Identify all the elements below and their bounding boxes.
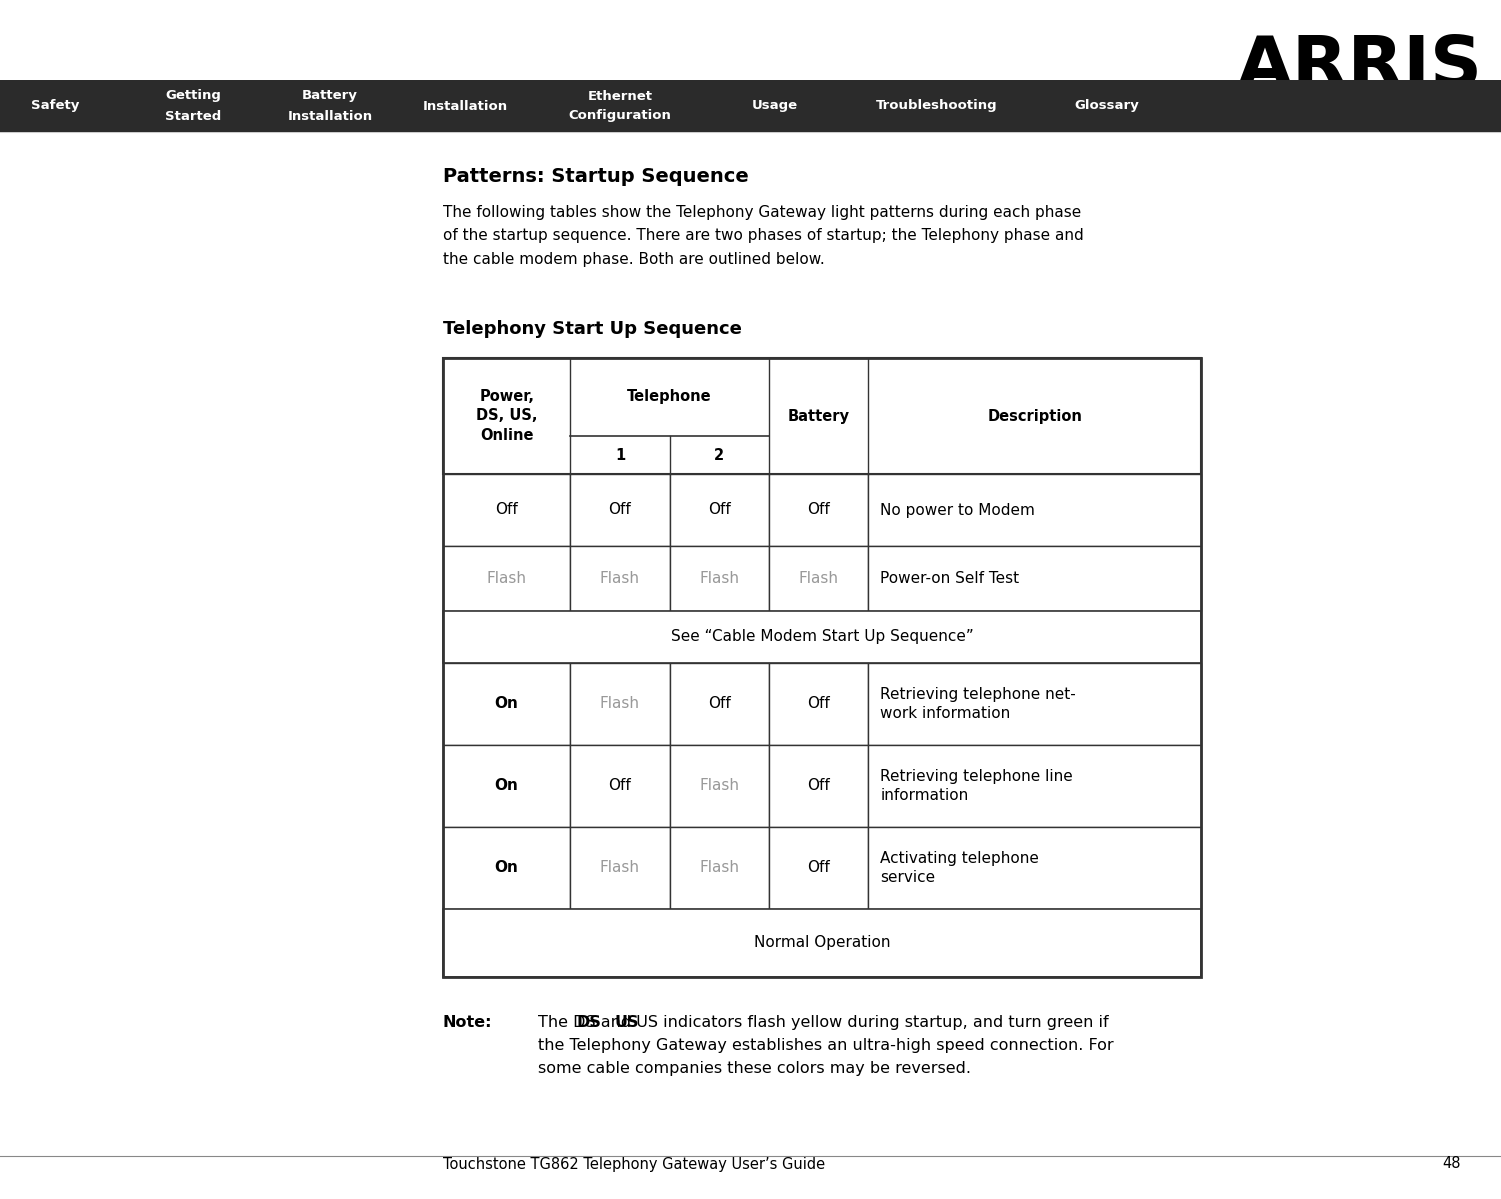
FancyBboxPatch shape xyxy=(570,474,669,546)
FancyBboxPatch shape xyxy=(443,827,570,909)
Text: On: On xyxy=(495,778,519,794)
Text: Flash: Flash xyxy=(699,778,740,794)
FancyBboxPatch shape xyxy=(769,474,868,546)
Text: Flash: Flash xyxy=(600,861,639,875)
FancyBboxPatch shape xyxy=(868,827,1201,909)
FancyBboxPatch shape xyxy=(570,546,669,611)
Text: Telephony Start Up Sequence: Telephony Start Up Sequence xyxy=(443,320,741,338)
FancyBboxPatch shape xyxy=(769,745,868,827)
Text: 1: 1 xyxy=(615,447,624,463)
FancyBboxPatch shape xyxy=(769,827,868,909)
FancyBboxPatch shape xyxy=(769,546,868,611)
Text: Patterns: Startup Sequence: Patterns: Startup Sequence xyxy=(443,167,749,186)
Text: Off: Off xyxy=(608,778,632,794)
Text: Off: Off xyxy=(808,502,830,518)
FancyBboxPatch shape xyxy=(669,474,769,546)
Text: Telephone: Telephone xyxy=(627,390,711,404)
Text: Off: Off xyxy=(808,778,830,794)
Text: Safety: Safety xyxy=(32,100,80,113)
Text: Flash: Flash xyxy=(699,861,740,875)
FancyBboxPatch shape xyxy=(868,474,1201,546)
Text: Battery: Battery xyxy=(788,409,850,423)
Text: Activating telephone
service: Activating telephone service xyxy=(880,850,1039,885)
Text: Flash: Flash xyxy=(799,571,839,586)
Text: US: US xyxy=(614,1016,638,1030)
Text: Glossary: Glossary xyxy=(1075,100,1139,113)
Text: Off: Off xyxy=(708,502,731,518)
FancyBboxPatch shape xyxy=(570,745,669,827)
Text: Ethernet: Ethernet xyxy=(587,90,653,102)
Text: On: On xyxy=(495,697,519,711)
FancyBboxPatch shape xyxy=(443,474,570,546)
FancyBboxPatch shape xyxy=(669,745,769,827)
FancyBboxPatch shape xyxy=(669,663,769,745)
Text: Installation: Installation xyxy=(287,109,372,122)
Text: Touchstone TG862 Telephony Gateway User’s Guide: Touchstone TG862 Telephony Gateway User’… xyxy=(443,1157,826,1171)
Text: No power to Modem: No power to Modem xyxy=(880,502,1036,518)
Text: The DS and US indicators flash yellow during startup, and turn green if
the Tele: The DS and US indicators flash yellow du… xyxy=(537,1016,1114,1076)
FancyBboxPatch shape xyxy=(868,663,1201,745)
FancyBboxPatch shape xyxy=(443,909,1201,977)
Text: Troubleshooting: Troubleshooting xyxy=(877,100,998,113)
FancyBboxPatch shape xyxy=(443,663,570,745)
Text: See “Cable Modem Start Up Sequence”: See “Cable Modem Start Up Sequence” xyxy=(671,629,973,645)
FancyBboxPatch shape xyxy=(669,827,769,909)
Text: Retrieving telephone net-
work information: Retrieving telephone net- work informati… xyxy=(880,687,1076,722)
Text: Usage: Usage xyxy=(752,100,799,113)
Text: 48: 48 xyxy=(1442,1157,1460,1171)
Text: 2: 2 xyxy=(714,447,725,463)
Text: Off: Off xyxy=(495,502,518,518)
FancyBboxPatch shape xyxy=(868,745,1201,827)
Text: Normal Operation: Normal Operation xyxy=(754,935,890,951)
Text: Off: Off xyxy=(608,502,632,518)
FancyBboxPatch shape xyxy=(443,611,1201,663)
Text: Retrieving telephone line
information: Retrieving telephone line information xyxy=(880,769,1073,803)
Text: Flash: Flash xyxy=(600,697,639,711)
FancyBboxPatch shape xyxy=(570,663,669,745)
FancyBboxPatch shape xyxy=(443,745,570,827)
Text: Flash: Flash xyxy=(600,571,639,586)
Text: Installation: Installation xyxy=(422,100,507,113)
Text: Configuration: Configuration xyxy=(569,109,671,122)
FancyBboxPatch shape xyxy=(570,827,669,909)
Text: Getting: Getting xyxy=(165,90,221,102)
Text: Battery: Battery xyxy=(302,90,357,102)
FancyBboxPatch shape xyxy=(443,546,570,611)
FancyBboxPatch shape xyxy=(443,359,1201,474)
Text: Power,
DS, US,
Online: Power, DS, US, Online xyxy=(476,390,537,442)
Text: Flash: Flash xyxy=(486,571,527,586)
Text: Description: Description xyxy=(988,409,1082,423)
FancyBboxPatch shape xyxy=(0,80,1501,132)
Text: Power-on Self Test: Power-on Self Test xyxy=(880,571,1019,586)
Text: Started: Started xyxy=(165,109,221,122)
Text: Off: Off xyxy=(708,697,731,711)
FancyBboxPatch shape xyxy=(669,546,769,611)
Text: On: On xyxy=(495,861,519,875)
Text: Off: Off xyxy=(808,861,830,875)
Text: DS: DS xyxy=(576,1016,600,1030)
Text: The following tables show the Telephony Gateway light patterns during each phase: The following tables show the Telephony … xyxy=(443,205,1084,267)
Text: Flash: Flash xyxy=(699,571,740,586)
FancyBboxPatch shape xyxy=(769,663,868,745)
Text: Off: Off xyxy=(808,697,830,711)
Text: Note:: Note: xyxy=(443,1016,492,1030)
Text: ARRIS: ARRIS xyxy=(1237,34,1483,102)
FancyBboxPatch shape xyxy=(868,546,1201,611)
